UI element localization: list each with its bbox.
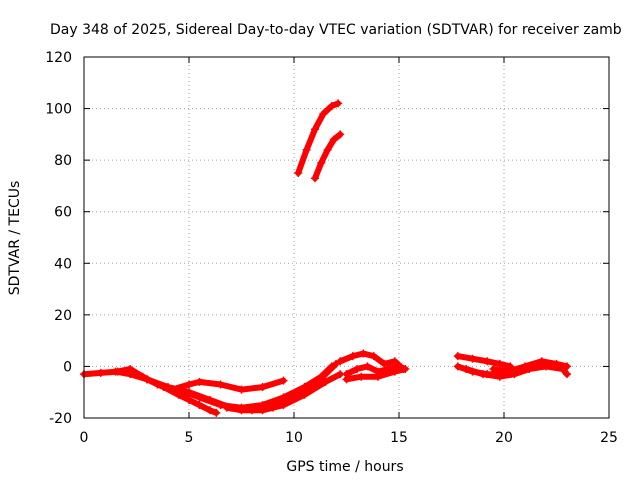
data-point bbox=[357, 372, 366, 381]
x-tick-label: 5 bbox=[185, 430, 194, 446]
data-point bbox=[317, 158, 326, 167]
y-tick-label: 0 bbox=[63, 359, 72, 375]
data-point bbox=[311, 174, 319, 183]
data-point bbox=[237, 406, 246, 415]
y-tick-label: 100 bbox=[45, 102, 72, 118]
data-point bbox=[212, 408, 221, 417]
x-tick-label: 15 bbox=[390, 430, 408, 446]
data-point bbox=[483, 357, 492, 366]
data-point bbox=[495, 359, 504, 368]
data-point bbox=[111, 367, 120, 376]
data-point bbox=[164, 383, 172, 392]
data-point bbox=[279, 401, 288, 410]
data-point bbox=[390, 357, 399, 366]
data-point bbox=[342, 375, 351, 384]
data-point bbox=[537, 357, 546, 366]
data-point bbox=[380, 359, 389, 368]
data-point bbox=[521, 362, 529, 371]
data-point bbox=[300, 390, 309, 399]
chart-title: Day 348 of 2025, Sidereal Day-to-day VTE… bbox=[50, 22, 622, 38]
data-point bbox=[504, 367, 513, 376]
data-point bbox=[311, 125, 319, 134]
data-point bbox=[327, 362, 336, 371]
data-point bbox=[185, 380, 193, 389]
data-point bbox=[216, 380, 225, 389]
data-point bbox=[279, 393, 288, 402]
y-tick-label: 20 bbox=[54, 308, 72, 324]
data-point bbox=[353, 365, 361, 374]
series-group bbox=[80, 99, 571, 417]
data-point bbox=[374, 372, 382, 381]
data-point bbox=[369, 352, 378, 361]
data-point bbox=[195, 401, 204, 410]
data-point bbox=[126, 370, 135, 379]
x-axis-label: GPS time / hours bbox=[286, 459, 403, 475]
data-point bbox=[563, 370, 571, 379]
data-point bbox=[96, 368, 105, 377]
data-point bbox=[206, 406, 214, 415]
data-point bbox=[216, 401, 225, 410]
y-tick-label: 80 bbox=[54, 153, 72, 169]
data-point bbox=[327, 101, 336, 110]
data-point bbox=[468, 354, 477, 363]
data-point bbox=[336, 130, 345, 139]
y-axis-label: SDTVAR / TECUs bbox=[7, 181, 23, 296]
data-point bbox=[258, 406, 267, 415]
plot-frame bbox=[83, 56, 610, 419]
data-point bbox=[143, 375, 151, 384]
data-point bbox=[552, 359, 561, 368]
data-point bbox=[185, 395, 193, 404]
data-point bbox=[453, 362, 462, 371]
data-point bbox=[390, 367, 399, 376]
x-tick-label: 0 bbox=[80, 430, 89, 446]
data-point bbox=[195, 393, 204, 402]
data-point bbox=[348, 352, 357, 361]
data-point bbox=[453, 352, 462, 361]
ticks: 0 5 10 15 20 25 -20 0 20 40 60 80 100 120 bbox=[45, 50, 618, 446]
data-point bbox=[323, 145, 332, 154]
data-point bbox=[195, 377, 204, 386]
data-point bbox=[334, 99, 343, 108]
data-point bbox=[319, 109, 328, 118]
data-point bbox=[462, 365, 471, 374]
data-point bbox=[336, 357, 345, 366]
data-point bbox=[489, 365, 498, 374]
data-point bbox=[329, 135, 338, 144]
data-point bbox=[563, 362, 571, 371]
data-point bbox=[495, 372, 504, 381]
y-tick-label: 120 bbox=[45, 50, 72, 66]
data-point bbox=[174, 385, 183, 394]
data-point bbox=[300, 383, 309, 392]
data-point bbox=[302, 145, 311, 154]
data-point bbox=[258, 383, 267, 392]
data-point bbox=[321, 377, 330, 386]
data-point bbox=[359, 349, 368, 358]
data-point bbox=[317, 372, 326, 381]
x-tick-label: 10 bbox=[285, 430, 303, 446]
grid bbox=[84, 57, 609, 418]
y-tick-label: -20 bbox=[49, 411, 72, 427]
data-point bbox=[279, 376, 288, 385]
x-tick-label: 20 bbox=[495, 430, 513, 446]
data-point bbox=[401, 365, 410, 374]
x-tick-label: 25 bbox=[600, 430, 618, 446]
y-tick-label: 40 bbox=[54, 256, 72, 272]
data-point bbox=[237, 385, 246, 394]
y-tick-label: 60 bbox=[54, 205, 72, 221]
data-point bbox=[294, 169, 303, 178]
data-point bbox=[222, 403, 231, 412]
data-point bbox=[363, 362, 372, 371]
data-point bbox=[479, 370, 487, 379]
